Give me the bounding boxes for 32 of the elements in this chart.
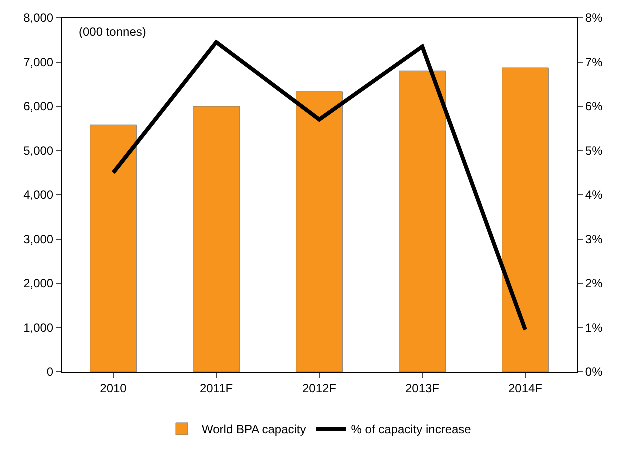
y-tick-label: 8,000	[24, 11, 54, 26]
y2-tick-label: 5%	[585, 144, 604, 158]
bar	[502, 68, 549, 372]
line-series	[112, 40, 528, 332]
y-tick-label: 7,000	[24, 55, 54, 70]
x-tick-label: 2012F	[302, 381, 337, 396]
annotation: (000 tonnes)	[79, 25, 146, 39]
y-tick-label: 6,000	[24, 100, 54, 114]
y2-tick-label: 3%	[585, 232, 604, 246]
y-tick-label: 1,000	[24, 320, 54, 335]
x-tick-label: 2010	[100, 381, 128, 396]
bar	[193, 106, 240, 372]
y2-tick-label: 2%	[585, 276, 604, 291]
y2-tick-label: 0%	[585, 365, 604, 380]
y2-tick-label: 7%	[585, 55, 604, 70]
legend-label: World BPA capacity	[202, 422, 306, 437]
bar	[90, 124, 137, 372]
y-tick-label: 2,000	[24, 276, 54, 291]
legend-label: % of capacity increase	[351, 422, 472, 437]
y2-tick-label: 6%	[585, 100, 604, 114]
y-tick-label: 4,000	[24, 188, 54, 202]
y2-tick-label: 4%	[585, 188, 604, 202]
x-tick-label: 2011F	[200, 381, 234, 396]
x-tick-label: 2014F	[508, 381, 543, 396]
bar	[296, 92, 343, 372]
y-tick-label: 0	[46, 365, 54, 380]
y-tick-label: 3,000	[24, 232, 54, 246]
x-tick-label: 2013F	[405, 381, 440, 396]
bar	[399, 70, 446, 372]
y-tick-label: 5,000	[24, 144, 54, 158]
y2-tick-label: 1%	[585, 320, 604, 335]
y2-tick-label: 8%	[585, 11, 604, 26]
